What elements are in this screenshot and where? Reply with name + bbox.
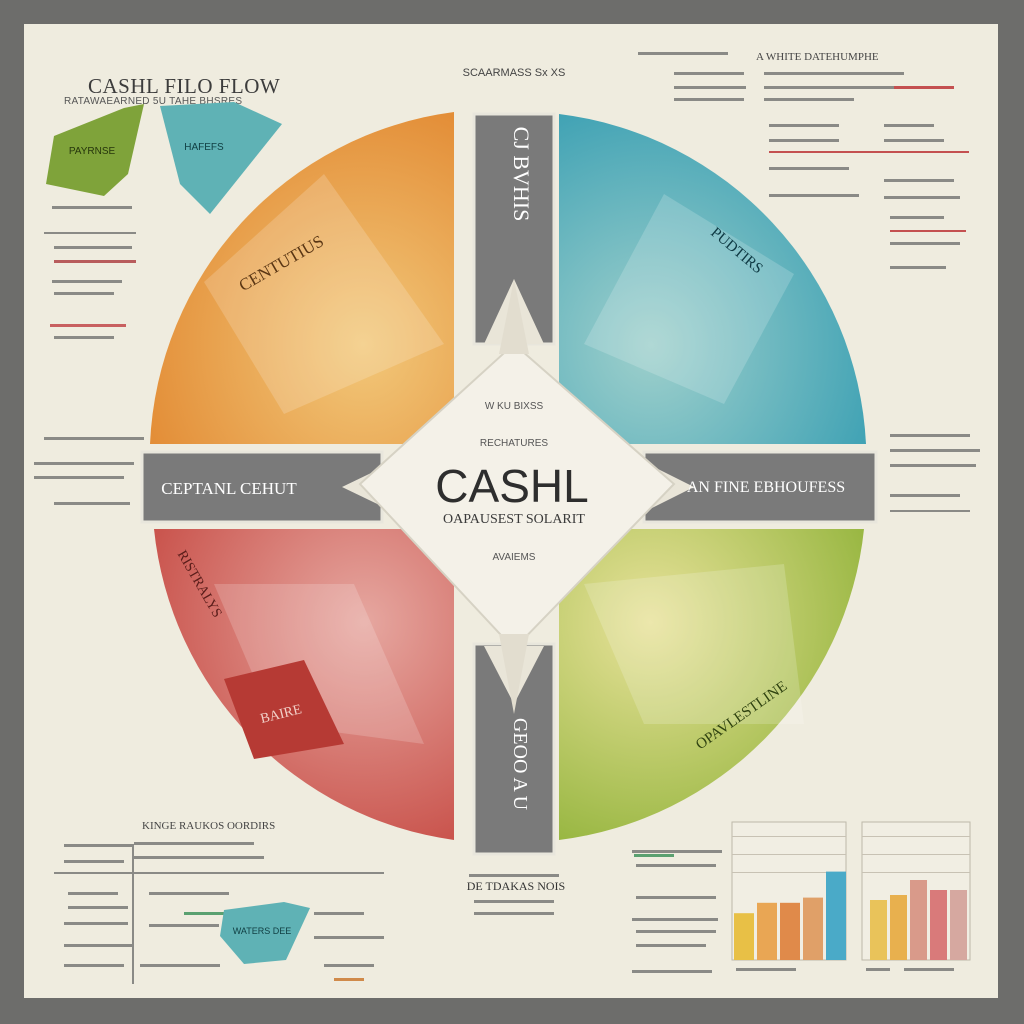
left-arrow: CEPTANL CEHUT [140, 450, 394, 524]
poster-title: CASHL FILO FLOW [88, 74, 281, 98]
center-sublabel: OAPAUSEST SOLARIT [443, 512, 585, 527]
bottom-left-header: KINGE RAUKOS OORDIRS [142, 820, 275, 832]
bar-b [890, 895, 907, 960]
poster-subtitle: RATAWAEARNED 5U TAHE BHSRES [64, 96, 243, 107]
cash-flow-wheel-diagram: BAIRE CJ BVHIS CEPTANL CEHUT AN FINE EBH… [34, 51, 980, 984]
right-arrow: AN FINE EBHOUFESS [642, 450, 878, 524]
left-info-lines [34, 206, 144, 505]
bar-c [780, 902, 800, 960]
bottom-teal-tag: WATERS DEE [220, 902, 310, 964]
center-diamond: W KU BIXSS RECHATURES CASHL OAPAUSEST SO… [358, 279, 676, 714]
bottom-tag-label: WATERS DEE [233, 926, 292, 936]
bar-b [757, 902, 777, 960]
blue-quadrant [559, 114, 866, 444]
infographic-poster: CASHL FILO FLOW RATAWAEARNED 5U TAHE BHS… [24, 24, 998, 998]
bar-e [826, 871, 846, 960]
top-right-header: A WHITE DATEHUMPHE [756, 51, 879, 63]
bar-chart-2 [870, 880, 967, 960]
quadrant-fold-shading [204, 174, 804, 744]
bar-d [930, 890, 947, 960]
orange-quadrant [150, 112, 454, 444]
center-caption-top: W KU BIXSS [485, 401, 544, 412]
bar-a [870, 900, 887, 960]
left-arrow-label: CEPTANL CEHUT [161, 479, 297, 498]
bottom-left-info-lines [54, 842, 384, 984]
bottom-right-info-lines [632, 850, 722, 973]
blue-tag: HAFEFS [160, 102, 282, 214]
green-tag: PAYRNSE [46, 104, 144, 196]
center-caption-bottom: AVAIEMS [493, 552, 536, 563]
right-info-lines [638, 52, 980, 512]
bottom-center-info-lines [469, 874, 559, 915]
bar-e [950, 890, 967, 960]
bar-chart-1 [734, 871, 846, 960]
bar-chart-axis-lines [736, 968, 954, 971]
bar-a [734, 913, 754, 960]
top-arrow-label: CJ BVHIS [509, 127, 534, 222]
right-arrow-label: AN FINE EBHOUFESS [687, 479, 845, 496]
green-quadrant [559, 529, 864, 840]
red-card: BAIRE [224, 660, 344, 759]
bar-d [803, 897, 823, 960]
top-center-heading: SCAARMASS Sx XS [463, 67, 566, 79]
center-label: CASHL [435, 460, 588, 512]
blue-tag-label: HAFEFS [184, 142, 224, 153]
bottom-center-heading: DE TDAKAS NOIS [467, 879, 565, 893]
bar-c [910, 880, 927, 960]
bottom-arrow-label: GEOO A U [509, 718, 531, 811]
center-caption-mid: RECHATURES [480, 438, 548, 449]
green-tag-label: PAYRNSE [69, 146, 116, 157]
